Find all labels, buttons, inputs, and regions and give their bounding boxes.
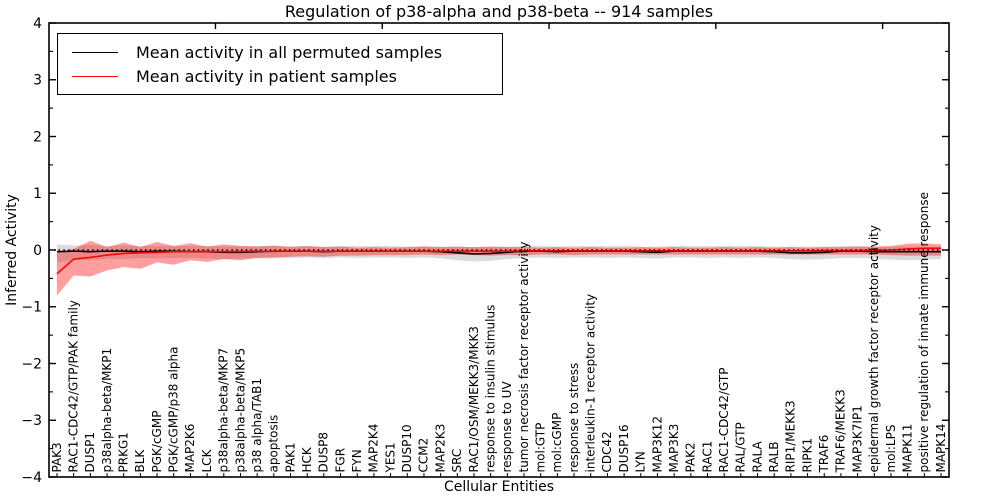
x-category-label: FYN bbox=[350, 449, 364, 472]
x-category-label: DUSP10 bbox=[400, 424, 414, 472]
x-category-label: RALA bbox=[750, 440, 764, 472]
x-category-label: RAC1-CDC42/GTP/PAK family bbox=[66, 300, 80, 472]
y-tick-label: −2 bbox=[21, 356, 42, 372]
y-tick-label: −1 bbox=[21, 300, 42, 316]
x-category-label: PAK1 bbox=[283, 442, 297, 472]
legend-line-sample-black bbox=[72, 51, 118, 53]
x-category-label: YES1 bbox=[383, 442, 397, 473]
x-category-label: p38alpha-beta/MKP5 bbox=[233, 348, 247, 473]
x-category-label: LCK bbox=[200, 448, 214, 472]
x-axis-label: Cellular Entities bbox=[443, 479, 555, 495]
x-category-label: RIP1/MEKK3 bbox=[784, 400, 798, 472]
x-category-label: DUSP1 bbox=[83, 432, 97, 473]
x-category-label: MAPK14 bbox=[934, 424, 948, 473]
x-category-label: PGK/cGMP bbox=[150, 411, 164, 473]
x-category-label: CCM2 bbox=[417, 438, 431, 473]
x-category-label: MAP2K6 bbox=[183, 424, 197, 473]
chart-title: Regulation of p38-alpha and p38-beta -- … bbox=[284, 2, 714, 21]
x-category-label: LYN bbox=[634, 451, 648, 472]
x-category-label: RAC1-CDC42/GTP bbox=[717, 368, 731, 473]
x-category-label: RIPK1 bbox=[800, 438, 814, 473]
legend-label-permuted: Mean activity in all permuted samples bbox=[136, 42, 443, 62]
y-tick-label: 3 bbox=[33, 73, 42, 89]
x-category-label: tumor necrosis factor receptor activity bbox=[517, 242, 531, 473]
x-category-label: response to stress bbox=[567, 363, 581, 473]
confidence-band-patient bbox=[57, 240, 941, 296]
y-tick-label: 2 bbox=[33, 129, 42, 145]
x-category-label: RAC1 bbox=[700, 441, 714, 473]
x-category-label: MAP2K3 bbox=[433, 424, 447, 473]
x-category-label: DUSP8 bbox=[317, 432, 331, 473]
x-category-label: RAL/GTP bbox=[734, 422, 748, 472]
x-category-label: PAK2 bbox=[684, 442, 698, 472]
legend-line-sample-red bbox=[72, 75, 118, 77]
x-category-label: PGK/cGMP/p38 alpha bbox=[167, 347, 181, 473]
legend-item-permuted: Mean activity in all permuted samples bbox=[72, 43, 502, 62]
legend-label-patient: Mean activity in patient samples bbox=[136, 66, 397, 86]
y-tick-label: 1 bbox=[33, 186, 42, 202]
x-category-label: SRC bbox=[450, 449, 464, 473]
x-category-label: CDC42 bbox=[600, 431, 614, 472]
x-category-label: response to insulin stimulus bbox=[483, 305, 497, 473]
x-category-label: apoptosis bbox=[267, 415, 281, 473]
x-category-label: MAP2K4 bbox=[367, 424, 381, 473]
x-category-label: mol:LPS bbox=[884, 425, 898, 473]
legend-item-patient: Mean activity in patient samples bbox=[72, 67, 502, 86]
y-tick-label: −3 bbox=[21, 413, 42, 429]
y-tick-label: 0 bbox=[33, 243, 42, 259]
x-category-label: p38alpha-beta/MKP7 bbox=[217, 348, 231, 473]
x-category-label: interleukin-1 receptor activity bbox=[584, 294, 598, 473]
x-category-label: TRAF6/MEKK3 bbox=[834, 389, 848, 473]
x-category-label: p38alpha-beta/MKP1 bbox=[100, 348, 114, 473]
x-category-label: HCK bbox=[300, 446, 314, 472]
x-category-label: epidermal growth factor receptor activit… bbox=[867, 225, 881, 472]
x-category-label: MAP3K7IP1 bbox=[850, 405, 864, 472]
x-category-label: BLK bbox=[133, 449, 147, 473]
y-tick-label: −4 bbox=[21, 470, 42, 486]
y-tick-label: 4 bbox=[33, 16, 42, 32]
x-category-label: p38 alpha/TAB1 bbox=[250, 378, 264, 472]
x-category-label: MAPK11 bbox=[900, 424, 914, 473]
x-category-label: PRKG1 bbox=[117, 432, 131, 472]
x-category-label: PAK3 bbox=[50, 442, 64, 472]
x-category-label: positive regulation of innate immune res… bbox=[917, 192, 931, 472]
x-category-label: MAP3K12 bbox=[650, 416, 664, 473]
x-category-label: mol:cGMP bbox=[550, 413, 564, 473]
legend: Mean activity in all permuted samples Me… bbox=[57, 33, 503, 95]
x-category-label: RAC1/OSM/MEKK3/MKK3 bbox=[467, 326, 481, 472]
x-category-label: mol:GTP bbox=[533, 423, 547, 473]
x-category-label: response to UV bbox=[500, 381, 514, 473]
y-axis-label: Inferred Activity bbox=[4, 194, 20, 306]
x-category-label: FGR bbox=[333, 448, 347, 473]
x-category-label: MAP3K3 bbox=[667, 424, 681, 473]
mean-line-patient bbox=[56, 247, 941, 275]
x-category-label: RALB bbox=[767, 442, 781, 473]
x-category-label: DUSP16 bbox=[617, 424, 631, 472]
x-category-label: TRAF6 bbox=[817, 435, 831, 474]
